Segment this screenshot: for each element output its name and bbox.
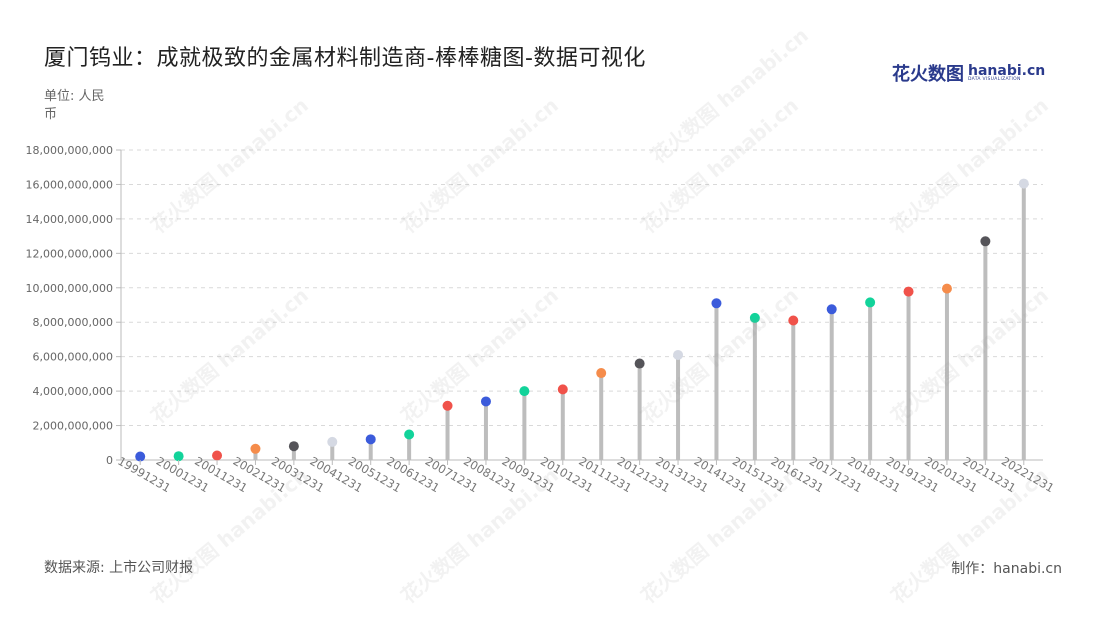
logo-en-wrap: hanabi.cn DATA VISUALIZATION bbox=[968, 64, 1045, 83]
y-tick-label: 18,000,000,000 bbox=[26, 144, 113, 157]
lollipop-dot bbox=[1018, 178, 1029, 189]
lollipop-dot bbox=[865, 297, 876, 308]
brand-logo: 花火数图 hanabi.cn DATA VISUALIZATION bbox=[892, 60, 1045, 86]
lollipop-dot bbox=[288, 441, 299, 452]
lollipop-dot bbox=[135, 451, 146, 462]
y-tick-label: 2,000,000,000 bbox=[33, 420, 113, 433]
y-tick-label: 16,000,000,000 bbox=[26, 178, 113, 191]
lollipop-dot bbox=[250, 443, 261, 454]
credit-label: 制作：hanabi.cn bbox=[951, 561, 1062, 577]
lollipop-dot bbox=[596, 368, 607, 379]
lollipop-dot bbox=[980, 236, 991, 247]
unit-label: 单位: 人民币 bbox=[44, 89, 105, 122]
lollipop-dot bbox=[442, 400, 453, 411]
lollipop-dot bbox=[711, 298, 722, 309]
data-source: 数据来源: 上市公司财报 bbox=[44, 560, 194, 576]
lollipop-dot bbox=[480, 396, 491, 407]
lollipop-dot bbox=[519, 386, 530, 397]
lollipop-dot bbox=[212, 450, 223, 461]
logo-subtext: DATA VISUALIZATION bbox=[968, 76, 1021, 82]
page-title: 厦门钨业：成就极致的金属材料制造商-棒棒糖图-数据可视化 bbox=[44, 46, 646, 71]
logo-text-en: hanabi.cn bbox=[968, 62, 1046, 79]
y-tick-label: 6,000,000,000 bbox=[33, 351, 113, 364]
lollipop-dot bbox=[173, 451, 184, 462]
lollipop-dot bbox=[404, 429, 415, 440]
y-tick-label: 8,000,000,000 bbox=[33, 316, 113, 329]
y-tick-label: 0 bbox=[106, 454, 113, 467]
y-tick-label: 10,000,000,000 bbox=[26, 282, 113, 295]
lollipop-dot bbox=[941, 283, 952, 294]
y-tick-label: 14,000,000,000 bbox=[26, 213, 113, 226]
lollipop-dot bbox=[327, 436, 338, 447]
lollipop-dot bbox=[673, 349, 684, 360]
y-tick-label: 4,000,000,000 bbox=[33, 385, 113, 398]
logo-text-cn: 花火数图 bbox=[892, 64, 964, 85]
y-tick-label: 12,000,000,000 bbox=[26, 247, 113, 260]
lollipop-dot bbox=[826, 304, 837, 315]
lollipop-dot bbox=[788, 315, 799, 326]
lollipop-dot bbox=[903, 286, 914, 297]
lollipop-dot bbox=[749, 312, 760, 323]
lollipop-dot bbox=[365, 434, 376, 445]
lollipop-dot bbox=[557, 384, 568, 395]
lollipop-dot bbox=[634, 358, 645, 369]
